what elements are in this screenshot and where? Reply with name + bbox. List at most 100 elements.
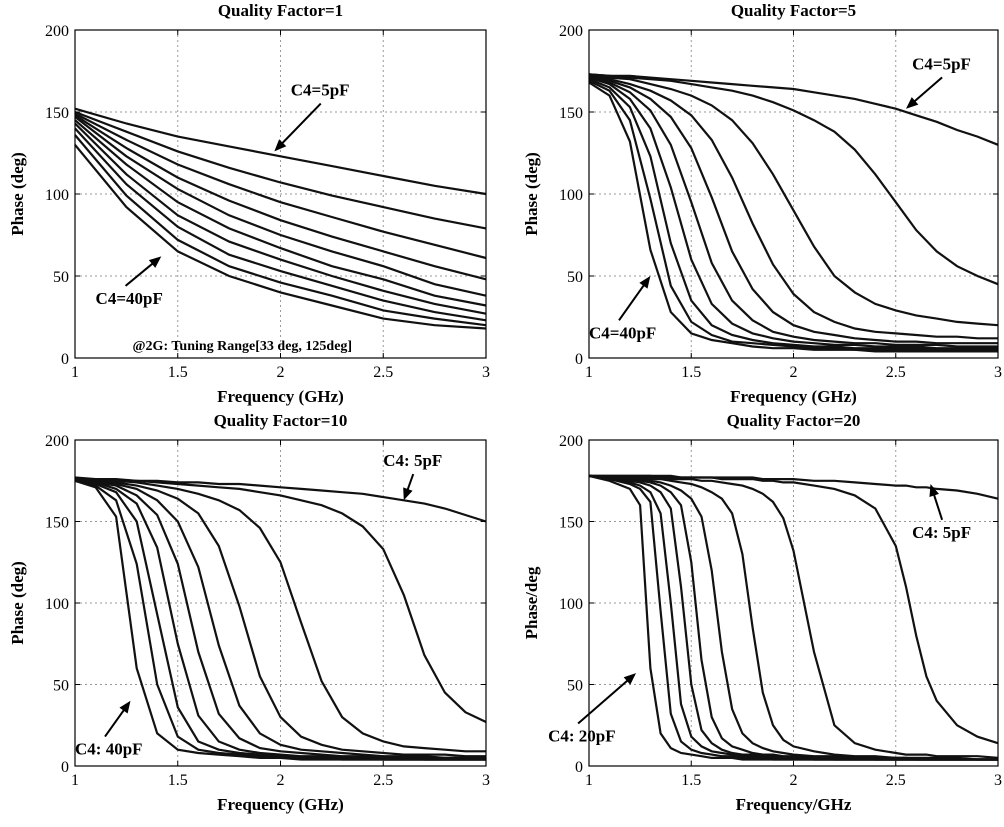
- series-line-7: [74, 122, 487, 315]
- x-tick-label: 3: [482, 772, 490, 789]
- series-line-3: [74, 478, 486, 753]
- series-line-3: [588, 474, 999, 759]
- annotation-label: C4: 5pF: [383, 451, 442, 470]
- y-tick-label: 0: [575, 759, 583, 776]
- x-tick-label: 1.5: [681, 364, 701, 381]
- series-line-4: [588, 74, 998, 340]
- series-line-5: [74, 116, 487, 297]
- subplot-4: 1 1.5 2 2.5 3 0 50 100 150 200 Quality Factor=20 Fr…: [522, 411, 1002, 814]
- x-tick-label: 3: [994, 772, 1002, 789]
- chart-title: Quality Factor=20: [727, 411, 861, 430]
- series-line-9: [588, 79, 998, 353]
- x-tick-label: 1.5: [168, 364, 188, 381]
- annotation-label: C4: 5pF: [912, 523, 971, 542]
- x-axis-label: Frequency (GHz): [730, 387, 857, 406]
- x-tick-label: 2: [277, 364, 285, 381]
- arrow-head: [929, 484, 939, 497]
- series-line-3: [74, 112, 487, 260]
- y-tick-label: 0: [61, 351, 69, 368]
- annotation-label: C4=40pF: [96, 289, 163, 308]
- annotation-label: C4=5pF: [291, 81, 350, 100]
- subplot-2: 1 1.5 2 2.5 3 0 50 100 150 200 Quality Factor=5 Fre…: [522, 1, 1002, 406]
- y-tick-label: 50: [53, 269, 69, 286]
- annotation-arrow: [618, 281, 647, 321]
- y-tick-label: 50: [53, 678, 69, 695]
- y-tick-label: 200: [559, 23, 583, 40]
- y-tick-label: 50: [567, 678, 583, 695]
- x-axis-label: Frequency (GHz): [217, 795, 344, 814]
- annotation-arrow: [932, 491, 944, 521]
- x-axis-label: Frequency (GHz): [217, 387, 344, 406]
- x-tick-label: 2.5: [373, 364, 393, 381]
- chart-title: Quality Factor=5: [731, 1, 856, 20]
- annotation-arrow: [577, 677, 631, 725]
- arrow-head: [623, 673, 637, 685]
- series-line-10: [588, 81, 998, 353]
- series-line-6: [74, 119, 487, 307]
- y-tick-label: 0: [575, 351, 583, 368]
- y-tick-label: 200: [45, 23, 69, 40]
- x-tick-label: 1.5: [168, 772, 188, 789]
- x-tick-label: 2: [790, 772, 798, 789]
- x-tick-label: 2: [790, 364, 798, 381]
- y-tick-label: 200: [45, 433, 69, 450]
- series-line-2: [74, 110, 487, 230]
- subplot-3: 1 1.5 2 2.5 3 0 50 100 150 200 Quality Factor=10 Fr…: [8, 411, 490, 814]
- y-tick-label: 150: [45, 515, 69, 532]
- y-tick-label: 150: [559, 105, 583, 122]
- series-line-10: [74, 144, 487, 330]
- series-line-9: [74, 134, 487, 327]
- y-tick-label: 100: [559, 596, 583, 613]
- x-tick-label: 3: [482, 364, 490, 381]
- y-axis-label: Phase/deg: [522, 566, 541, 639]
- y-axis-label: Phase (deg): [522, 152, 541, 236]
- series-line-1: [74, 107, 487, 196]
- x-axis-label: Frequency/GHz: [736, 795, 852, 814]
- arrow-head: [639, 276, 651, 289]
- x-tick-label: 2: [277, 772, 285, 789]
- y-tick-label: 150: [559, 515, 583, 532]
- y-tick-label: 150: [45, 105, 69, 122]
- x-tick-label: 1: [71, 772, 79, 789]
- y-tick-label: 0: [61, 759, 69, 776]
- series-line-5: [74, 478, 486, 759]
- x-tick-label: 1: [585, 772, 593, 789]
- annotation-label: C4: 20pF: [548, 727, 616, 746]
- y-axis-label: Phase (deg): [8, 152, 27, 236]
- subplot-1: 1 1.5 2 2.5 3 0 50 100 150 200 Quality Factor=1 Fre…: [8, 1, 490, 406]
- series-line-1: [588, 73, 999, 146]
- arrow-head: [274, 139, 287, 152]
- x-tick-label: 1: [585, 364, 593, 381]
- series-line-4: [74, 478, 486, 758]
- y-axis-label: Phase (deg): [8, 561, 27, 645]
- series-line-8: [74, 127, 487, 322]
- x-tick-label: 1: [71, 364, 79, 381]
- annotation-arrow: [911, 76, 943, 105]
- x-tick-label: 2.5: [886, 364, 906, 381]
- series-line-1: [589, 474, 999, 500]
- chart-title: Quality Factor=1: [218, 1, 343, 20]
- series-line-7: [588, 76, 998, 350]
- annotation-arrow: [279, 102, 322, 147]
- series-line-2: [588, 73, 999, 286]
- y-tick-label: 100: [45, 596, 69, 613]
- series-line-10: [588, 474, 998, 761]
- annotation-arrow: [124, 260, 156, 287]
- annotation-label: C4=40pF: [589, 323, 656, 342]
- annotation-arrow: [104, 706, 127, 738]
- arrow-head: [905, 97, 919, 109]
- y-tick-label: 100: [45, 187, 69, 204]
- arrow-head: [119, 700, 131, 714]
- y-tick-label: 50: [567, 269, 583, 286]
- series-line-5: [588, 74, 998, 345]
- series-line-2: [75, 478, 487, 723]
- arrow-head: [148, 256, 162, 268]
- annotation-label: C4: 40pF: [75, 740, 143, 759]
- annotation-label: @2G: Tuning Range[33 deg, 125deg]: [133, 339, 353, 354]
- series-line-4: [588, 474, 998, 761]
- series-line-10: [74, 479, 486, 761]
- series-line-6: [588, 76, 998, 348]
- x-tick-label: 3: [994, 364, 1002, 381]
- series-line-4: [74, 114, 487, 281]
